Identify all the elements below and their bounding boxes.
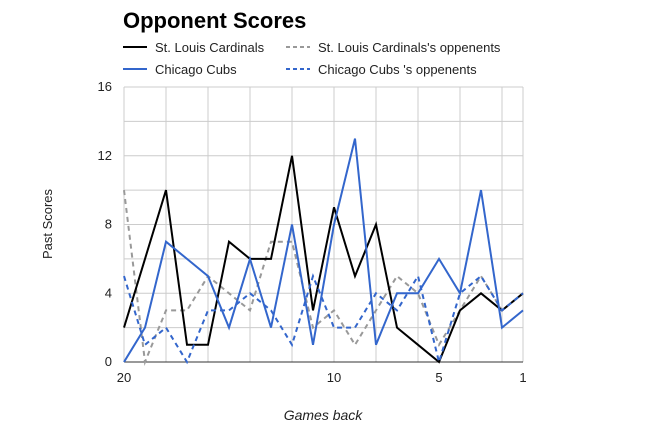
- series-line-2: [123, 189, 524, 366]
- x-axis-label: Games back: [284, 407, 364, 423]
- legend-label: Chicago Cubs 's oppenents: [318, 62, 477, 77]
- y-tick-label: 12: [98, 148, 112, 163]
- legend: St. Louis Cardinals St. Louis Cardinals's…: [123, 40, 501, 77]
- series-layer: [123, 138, 524, 366]
- y-tick-label: 8: [105, 217, 112, 232]
- legend-label: Chicago Cubs: [155, 62, 237, 77]
- x-tick-label: 5: [435, 370, 442, 385]
- tick-labels: 0 4 8 12 16 20 10 5 1: [98, 79, 527, 385]
- legend-label: St. Louis Cardinals's oppenents: [318, 40, 501, 55]
- y-tick-label: 16: [98, 79, 112, 94]
- series-line-4: [123, 273, 524, 366]
- y-tick-label: 4: [105, 285, 112, 300]
- x-tick-label: 10: [327, 370, 341, 385]
- y-axis-label: Past Scores: [40, 188, 55, 259]
- y-tick-label: 0: [105, 354, 112, 369]
- gridlines: [123, 86, 524, 363]
- series-line-1: [123, 155, 524, 364]
- legend-label: St. Louis Cardinals: [155, 40, 265, 55]
- series-line-3: [123, 138, 524, 363]
- chart-title: Opponent Scores: [123, 8, 306, 33]
- x-tick-label: 1: [519, 370, 526, 385]
- x-tick-label: 20: [117, 370, 131, 385]
